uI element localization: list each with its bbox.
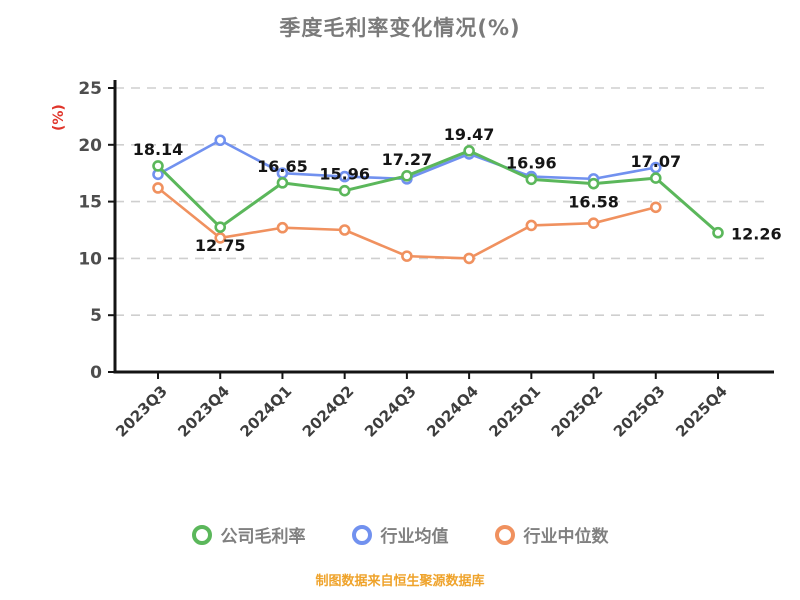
data-point <box>401 250 413 262</box>
x-tick-label: 2024Q3 <box>361 382 420 441</box>
y-tick-label: 0 <box>90 363 102 383</box>
y-tick-label: 20 <box>78 136 102 156</box>
x-tick-label: 2023Q3 <box>112 382 171 441</box>
data-point <box>214 134 227 147</box>
legend-item-industry-median[interactable]: 行业中位数 <box>494 522 609 547</box>
chart-canvas: 0 5 10 15 20 25 2023Q3 2023Q4 2024Q1 2024Q2 2024Q3… <box>78 79 782 441</box>
legend-item-company-margin[interactable]: 公司毛利率 <box>191 522 306 547</box>
page-title: 季度毛利率变化情况(%) <box>279 16 521 40</box>
data-point <box>152 182 164 194</box>
x-tick-label: 2024Q1 <box>237 382 296 441</box>
industry-median-legend-marker-icon <box>494 524 515 545</box>
x-tick-label: 2025Q2 <box>548 382 607 441</box>
data-point <box>276 177 289 189</box>
data-point <box>401 170 413 182</box>
data-source-note: 制图数据来自恒生聚源数据库 <box>315 574 485 589</box>
company-margin-legend-marker-icon <box>191 524 212 545</box>
data-label: 12.26 <box>731 225 782 244</box>
data-label: 16.58 <box>568 193 619 212</box>
legend: 公司毛利率 行业均值 行业中位数 <box>0 522 800 547</box>
data-label: 12.75 <box>195 236 246 255</box>
y-tick-label: 5 <box>90 306 102 326</box>
data-point <box>649 161 662 174</box>
data-point <box>463 145 475 157</box>
data-point <box>649 172 662 184</box>
data-point <box>276 221 289 234</box>
y-tick-label: 15 <box>78 193 102 213</box>
legend-label: 公司毛利率 <box>220 527 306 547</box>
data-label: 16.96 <box>506 153 557 172</box>
x-tick-label: 2024Q4 <box>423 382 482 441</box>
data-label: 18.14 <box>133 140 184 159</box>
x-tick-label: 2025Q4 <box>672 382 731 441</box>
data-point <box>712 226 724 239</box>
data-point <box>338 170 351 183</box>
data-point <box>463 252 475 265</box>
data-point <box>587 217 600 229</box>
x-tick-label: 2025Q1 <box>486 382 545 441</box>
x-tick-label: 2023Q4 <box>174 382 233 441</box>
data-point <box>525 173 538 186</box>
axes <box>113 80 774 374</box>
data-label: 17.27 <box>382 150 433 169</box>
data-point <box>338 224 351 236</box>
x-tick-label: 2025Q3 <box>610 382 669 441</box>
data-label: 17.07 <box>630 152 681 171</box>
y-tick-label: 10 <box>78 249 102 269</box>
legend-item-industry-average[interactable]: 行业均值 <box>351 522 449 547</box>
data-point <box>338 184 351 197</box>
data-point <box>214 232 227 244</box>
industry-average-legend-marker-icon <box>351 524 372 545</box>
data-point <box>152 160 164 172</box>
x-tick-label: 2024Q2 <box>299 382 358 441</box>
data-point <box>649 201 662 214</box>
data-point <box>214 221 227 233</box>
data-label: 15.96 <box>319 165 370 184</box>
data-label: 19.47 <box>444 125 495 144</box>
data-label: 16.65 <box>257 157 308 176</box>
legend-label: 行业中位数 <box>523 527 609 547</box>
y-tick-label: 25 <box>78 79 102 99</box>
legend-label: 行业均值 <box>380 527 449 547</box>
data-point <box>587 177 600 190</box>
data-point <box>525 219 538 232</box>
series-line-0 <box>156 149 720 235</box>
